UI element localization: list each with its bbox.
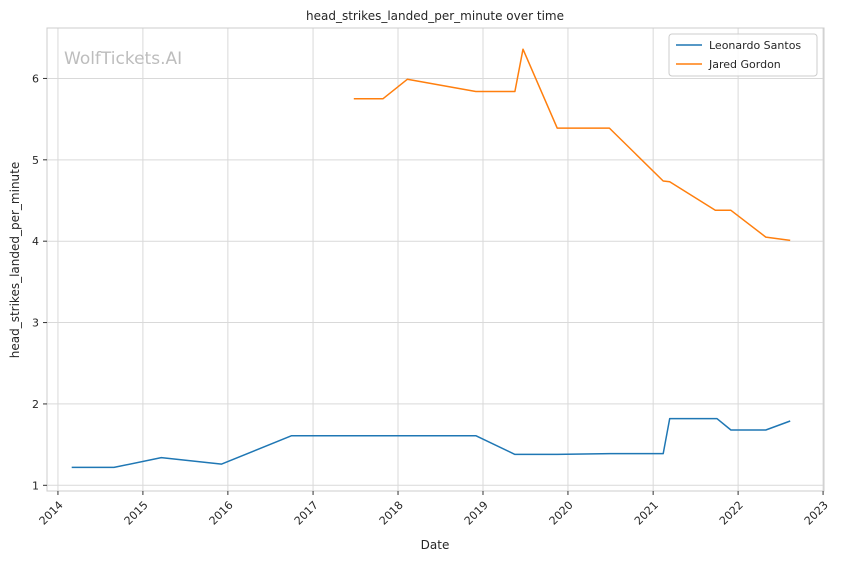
legend: Leonardo Santos Jared Gordon	[668, 33, 818, 77]
y-tick-label: 6	[32, 72, 39, 85]
y-tick-label: 4	[32, 235, 39, 248]
watermark-text: WolfTickets.AI	[64, 49, 182, 69]
y-axis-title: head_strikes_landed_per_minute	[8, 162, 22, 359]
y-tick-label: 5	[32, 154, 39, 167]
legend-box	[668, 33, 818, 77]
legend-label-leonardo-santos: Leonardo Santos	[709, 39, 801, 52]
legend-label-jared-gordon: Jared Gordon	[708, 58, 781, 71]
series-line-leonardo-santos	[71, 417, 791, 469]
grid-lines	[47, 28, 824, 491]
series-lines	[71, 48, 791, 469]
series-line-jared-gordon	[353, 48, 791, 242]
y-tick-label: 3	[32, 317, 39, 330]
y-tick-label: 1	[32, 479, 39, 492]
x-axis-title: Date	[421, 538, 450, 552]
chart-title: head_strikes_landed_per_minute over time	[306, 9, 564, 23]
plot-frame	[46, 27, 825, 492]
y-tick-label: 2	[32, 398, 39, 411]
